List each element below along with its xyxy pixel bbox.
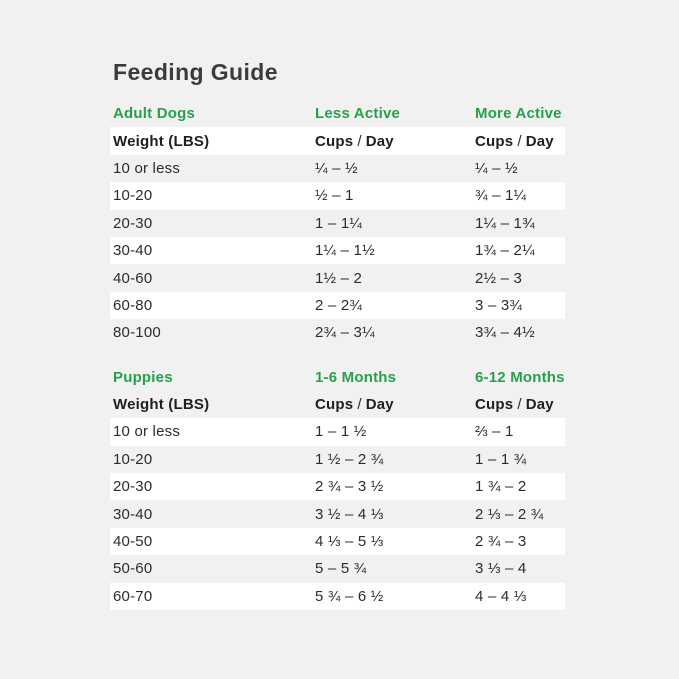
weight-cell: 10-20 bbox=[113, 450, 153, 468]
table-row: 60-80 2 – 2¾ 3 – 3¾ bbox=[110, 291, 565, 320]
value-cell: 4 ⅓ – 5 ⅓ bbox=[315, 533, 384, 551]
page-title: Feeding Guide bbox=[113, 59, 278, 85]
adult-section-header-row: Adult Dogs Less Active More Active bbox=[110, 100, 565, 127]
section-title-puppies: Puppies bbox=[113, 368, 173, 386]
value-cell: 1 – 1 ½ bbox=[315, 423, 367, 441]
value-cell: 5 ¾ – 6 ½ bbox=[315, 587, 384, 605]
value-cell: 2¾ – 3¼ bbox=[315, 324, 375, 342]
weight-cell: 10 or less bbox=[113, 159, 181, 177]
table-row: 20-30 1 – 1¼ 1¼ – 1¾ bbox=[110, 210, 565, 237]
value-cell: 2 ⅓ – 2 ¾ bbox=[475, 505, 544, 523]
value-cell: ¼ – ½ bbox=[315, 159, 358, 177]
table-row: 30-40 1¼ – 1½ 1¾ – 2¼ bbox=[110, 236, 565, 265]
cups-label: Cups bbox=[315, 132, 354, 150]
cups-day-header: Cups / Day bbox=[315, 133, 475, 150]
column-label-more-active: More Active bbox=[475, 105, 562, 123]
table-row: 10 or less 1 – 1 ½ ⅔ – 1 bbox=[110, 418, 565, 446]
weight-header: Weight (LBS) bbox=[113, 132, 210, 150]
table-row: 30-40 3 ½ – 4 ⅓ 2 ⅓ – 2 ¾ bbox=[110, 500, 565, 527]
adult-dogs-table: Adult Dogs Less Active More Active Weigh… bbox=[110, 100, 565, 347]
column-label-6-12-months: 6-12 Months bbox=[475, 368, 565, 386]
cups-label: Cups bbox=[475, 132, 514, 150]
cups-label: Cups bbox=[475, 396, 514, 414]
weight-cell: 10-20 bbox=[113, 187, 153, 205]
value-cell: 1½ – 2 bbox=[315, 269, 363, 287]
weight-cell: 30-40 bbox=[113, 242, 153, 260]
column-label-less-active: Less Active bbox=[315, 105, 401, 123]
value-cell: ¾ – 1¼ bbox=[475, 187, 527, 205]
table-row: 40-50 4 ⅓ – 5 ⅓ 2 ¾ – 3 bbox=[110, 527, 565, 556]
table-row: 10 or less ¼ – ½ ¼ – ½ bbox=[110, 155, 565, 182]
value-cell: 1 – 1 ¾ bbox=[475, 450, 527, 468]
weight-cell: 20-30 bbox=[113, 478, 153, 496]
puppies-table: Puppies 1-6 Months 6-12 Months Weight (L… bbox=[110, 364, 565, 611]
column-label-1-6-months: 1-6 Months bbox=[315, 368, 397, 386]
value-cell: 1 ½ – 2 ¾ bbox=[315, 450, 384, 468]
section-title-adult-dogs: Adult Dogs bbox=[113, 105, 195, 123]
weight-cell: 60-80 bbox=[113, 296, 153, 314]
slash-separator: / bbox=[357, 132, 362, 150]
slash-separator: / bbox=[517, 396, 522, 414]
value-cell: 4 – 4 ⅓ bbox=[475, 587, 527, 605]
value-cell: 1¼ – 1¾ bbox=[475, 214, 535, 232]
table-row: 20-30 2 ¾ – 3 ½ 1 ¾ – 2 bbox=[110, 473, 565, 501]
weight-cell: 60-70 bbox=[113, 587, 153, 605]
cups-day-header: Cups / Day bbox=[315, 396, 475, 413]
value-cell: 3¾ – 4½ bbox=[475, 324, 535, 342]
adult-column-header-row: Weight (LBS) Cups / Day Cups / Day bbox=[110, 127, 565, 155]
weight-header: Weight (LBS) bbox=[113, 396, 210, 414]
value-cell: ¼ – ½ bbox=[475, 159, 518, 177]
value-cell: 2 – 2¾ bbox=[315, 296, 363, 314]
cups-day-header: Cups / Day bbox=[475, 396, 565, 413]
table-row: 60-70 5 ¾ – 6 ½ 4 – 4 ⅓ bbox=[110, 582, 565, 611]
value-cell: ⅔ – 1 bbox=[475, 423, 514, 441]
puppies-section-header-row: Puppies 1-6 Months 6-12 Months bbox=[110, 364, 565, 391]
weight-cell: 10 or less bbox=[113, 423, 181, 441]
value-cell: ½ – 1 bbox=[315, 187, 354, 205]
slash-separator: / bbox=[357, 396, 362, 414]
day-label: Day bbox=[525, 396, 554, 414]
table-row: 80-100 2¾ – 3¼ 3¾ – 4½ bbox=[110, 319, 565, 346]
value-cell: 2½ – 3 bbox=[475, 269, 523, 287]
puppies-column-header-row: Weight (LBS) Cups / Day Cups / Day bbox=[110, 391, 565, 418]
table-row: 40-60 1½ – 2 2½ – 3 bbox=[110, 264, 565, 291]
slash-separator: / bbox=[517, 132, 522, 150]
cups-day-header: Cups / Day bbox=[475, 133, 565, 150]
value-cell: 1¾ – 2¼ bbox=[475, 242, 535, 260]
value-cell: 1 – 1¼ bbox=[315, 214, 363, 232]
weight-cell: 80-100 bbox=[113, 324, 161, 342]
value-cell: 1¼ – 1½ bbox=[315, 242, 375, 260]
weight-cell: 40-50 bbox=[113, 533, 153, 551]
table-row: 50-60 5 – 5 ¾ 3 ⅓ – 4 bbox=[110, 555, 565, 582]
table-row: 10-20 ½ – 1 ¾ – 1¼ bbox=[110, 182, 565, 210]
weight-cell: 30-40 bbox=[113, 505, 153, 523]
value-cell: 2 ¾ – 3 bbox=[475, 533, 527, 551]
value-cell: 3 ½ – 4 ⅓ bbox=[315, 505, 384, 523]
cups-label: Cups bbox=[315, 396, 354, 414]
value-cell: 2 ¾ – 3 ½ bbox=[315, 478, 384, 496]
day-label: Day bbox=[365, 396, 394, 414]
weight-cell: 50-60 bbox=[113, 560, 153, 578]
value-cell: 5 – 5 ¾ bbox=[315, 560, 367, 578]
value-cell: 3 ⅓ – 4 bbox=[475, 560, 527, 578]
day-label: Day bbox=[365, 132, 394, 150]
weight-cell: 40-60 bbox=[113, 269, 153, 287]
table-row: 10-20 1 ½ – 2 ¾ 1 – 1 ¾ bbox=[110, 446, 565, 473]
value-cell: 3 – 3¾ bbox=[475, 296, 523, 314]
weight-cell: 20-30 bbox=[113, 214, 153, 232]
feeding-guide: Feeding Guide Adult Dogs Less Active Mor… bbox=[110, 56, 565, 611]
value-cell: 1 ¾ – 2 bbox=[475, 478, 527, 496]
day-label: Day bbox=[525, 132, 554, 150]
